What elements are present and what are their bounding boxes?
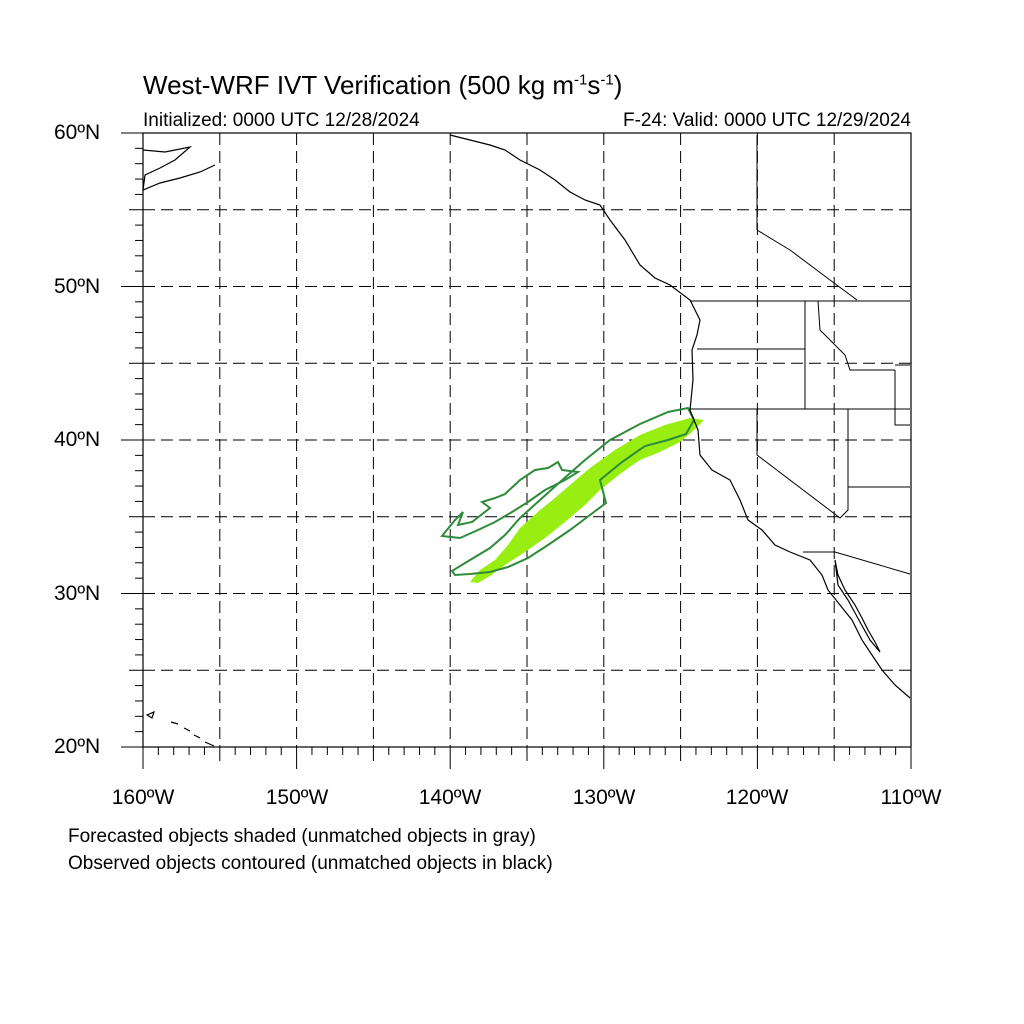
coastline-alaska-west [142, 145, 216, 191]
lon-label-110w: 110ºW [880, 786, 942, 809]
lon-label-160w: 160ºW [111, 786, 175, 809]
observed-note: Observed objects contoured (unmatched ob… [68, 853, 553, 874]
boundaries [690, 135, 911, 575]
lat-label-30n: 30ºN [54, 582, 101, 605]
coastline-baja [834, 559, 881, 653]
observed-object-west [440, 460, 581, 540]
lon-label-120w: 120ºW [725, 786, 789, 809]
map-title: West-WRF IVT Verification (500 kg m-1s-1… [143, 70, 623, 100]
lat-label-20n: 20ºN [54, 735, 101, 758]
forecast-note: Forecasted objects shaded (unmatched obj… [68, 826, 536, 847]
map-grid [143, 133, 911, 747]
valid-time: F-24: Valid: 0000 UTC 12/29/2024 [623, 110, 911, 131]
lon-label-130w: 130ºW [572, 786, 636, 809]
coastline-north-america [449, 134, 911, 699]
lat-label-50n: 50ºN [54, 275, 101, 298]
map-frame [142, 132, 912, 748]
hawaii-islands [145, 710, 215, 747]
map-ticks [121, 132, 912, 769]
lon-label-150w: 150ºW [265, 786, 329, 809]
lon-label-140w: 140ºW [418, 786, 482, 809]
lat-label-60n: 60ºN [54, 121, 101, 144]
observed-object-main [450, 406, 696, 577]
forecast-object [470, 418, 704, 583]
lat-label-40n: 40ºN [54, 428, 101, 451]
initialized-time: Initialized: 0000 UTC 12/28/2024 [143, 110, 420, 131]
